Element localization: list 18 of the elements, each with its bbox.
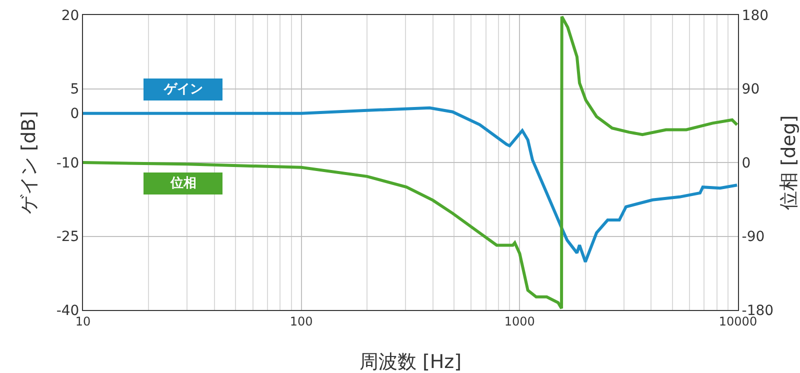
y-tick-label: 0 [70, 106, 80, 122]
x-tick-label: 1000 [504, 314, 535, 328]
x-tick-label: 10 [75, 314, 91, 328]
y2-tick-label: 0 [742, 155, 751, 172]
y2-tick-label: -90 [742, 229, 765, 246]
y-axis-title: ゲイン [dB] [18, 111, 40, 214]
y-tick-label: -25 [56, 229, 80, 246]
x-axis-title: 周波数 [Hz] [359, 351, 462, 373]
y2-axis-title: 位相 [deg] [778, 115, 800, 210]
series-label: ゲイン [163, 82, 203, 97]
y2-tick-label: 90 [742, 82, 760, 98]
series-label: 位相 [170, 176, 196, 191]
y-tick-label: 20 [61, 8, 80, 24]
y-tick-label: -10 [56, 155, 80, 172]
y-tick-label: 5 [70, 82, 80, 98]
x-tick-label: 100 [290, 314, 313, 328]
y2-tick-label: 180 [742, 8, 769, 24]
x-tick-label: 10000 [718, 314, 758, 328]
